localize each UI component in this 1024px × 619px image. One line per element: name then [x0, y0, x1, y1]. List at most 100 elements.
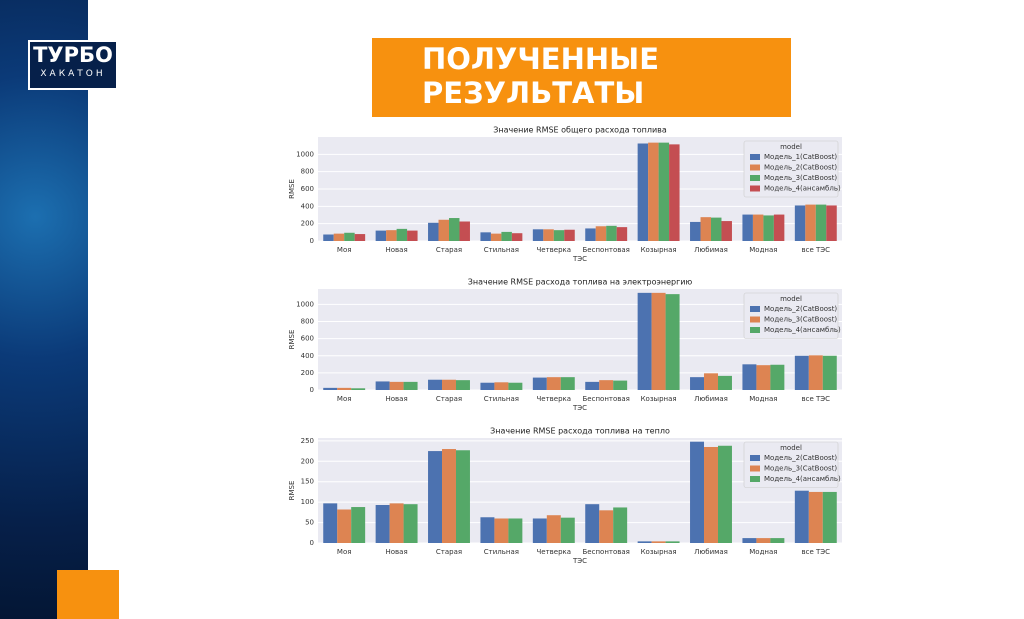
x-tick-label: Моя [337, 548, 352, 556]
bar [333, 233, 345, 241]
legend-swatch [750, 316, 760, 323]
bar [480, 517, 495, 543]
y-tick-label: 0 [310, 237, 314, 245]
legend-title: model [780, 143, 802, 151]
y-tick-label: 600 [301, 185, 314, 193]
y-tick-label: 0 [310, 386, 314, 394]
bar [613, 507, 628, 543]
bar [585, 504, 600, 543]
bar [396, 228, 408, 241]
x-axis-label: ТЭС [572, 557, 587, 565]
bar [756, 538, 771, 543]
chart-title: Значение RMSE расхода топлива на тепло [490, 427, 670, 436]
bar [742, 364, 757, 390]
bar [637, 143, 649, 241]
bar [826, 205, 837, 241]
y-axis-label: RMSE [288, 179, 296, 199]
bar [585, 228, 596, 241]
bar [613, 380, 628, 390]
bar [389, 503, 404, 543]
x-tick-label: Козырная [641, 395, 677, 403]
bar [742, 214, 753, 241]
x-tick-label: Беспонтовая [583, 246, 630, 254]
bar [560, 517, 575, 543]
x-tick-label: Стильная [484, 548, 519, 556]
x-axis-label: ТЭС [572, 404, 587, 412]
x-tick-label: Модная [749, 246, 777, 254]
bar [794, 355, 809, 390]
legend-label: Модель_3(CatBoost) [764, 465, 837, 473]
bar [375, 230, 387, 241]
bar [822, 355, 837, 390]
bar [794, 490, 809, 543]
legend-box [743, 441, 839, 488]
y-tick-label: 150 [301, 478, 314, 486]
bar [403, 381, 418, 390]
bar [822, 491, 837, 543]
bar [494, 518, 509, 543]
bar [711, 217, 722, 241]
bar [773, 214, 785, 241]
bar [651, 292, 666, 390]
bar [508, 518, 523, 543]
bar [805, 204, 816, 241]
bar [511, 233, 523, 241]
bar [690, 377, 705, 390]
bar [501, 231, 512, 241]
x-tick-label: Любимая [694, 395, 728, 403]
bar [564, 229, 575, 241]
bar [585, 381, 600, 390]
y-tick-label: 400 [301, 202, 314, 210]
x-tick-label: Козырная [641, 548, 677, 556]
y-tick-label: 600 [301, 335, 314, 343]
bar [389, 381, 404, 390]
x-tick-label: Модная [749, 548, 777, 556]
bar [717, 445, 732, 543]
bar [770, 364, 785, 390]
x-tick-label: Новая [386, 395, 408, 403]
bar [763, 215, 774, 241]
y-tick-label: 250 [301, 437, 314, 445]
bar [459, 221, 470, 241]
bar [344, 232, 355, 241]
x-tick-label: Стильная [484, 246, 519, 254]
x-tick-label: Четверка [537, 548, 572, 556]
bar [494, 382, 509, 390]
legend-label: Модель_1(CatBoost) [764, 153, 837, 161]
x-tick-label: Модная [749, 395, 777, 403]
bar [480, 382, 495, 390]
decor-square [57, 570, 119, 619]
bar [546, 515, 561, 543]
y-tick-label: 1000 [296, 300, 314, 308]
title-line: ПОЛУЧЕННЫЕ [422, 42, 660, 76]
x-tick-label: Беспонтовая [583, 548, 630, 556]
legend-swatch [750, 327, 760, 333]
logo: ТУРБО ХАКАТОН [28, 40, 118, 90]
bar [752, 214, 764, 241]
bar [323, 503, 338, 543]
legend-label: Модель_4(ансамбль) [764, 475, 841, 483]
decor-strip [0, 0, 88, 619]
x-tick-label: Стильная [484, 395, 519, 403]
legend-swatch [750, 175, 760, 181]
bar [756, 365, 771, 390]
bar [480, 232, 491, 241]
x-tick-label: Беспонтовая [583, 395, 630, 403]
bar [599, 510, 614, 543]
bar [323, 387, 338, 390]
y-axis-label: RMSE [288, 330, 296, 350]
bar [442, 449, 456, 543]
bar [560, 377, 575, 390]
y-tick-label: 200 [301, 457, 314, 465]
x-tick-label: все ТЭС [802, 548, 831, 556]
x-tick-label: все ТЭС [802, 395, 831, 403]
y-axis-label: RMSE [288, 481, 296, 501]
x-tick-label: Четверка [537, 395, 572, 403]
bar [532, 518, 547, 543]
bar [669, 144, 680, 241]
bar [354, 234, 366, 241]
y-tick-label: 100 [301, 498, 314, 506]
bar [717, 375, 732, 390]
bar [606, 225, 617, 241]
bar [455, 380, 470, 390]
